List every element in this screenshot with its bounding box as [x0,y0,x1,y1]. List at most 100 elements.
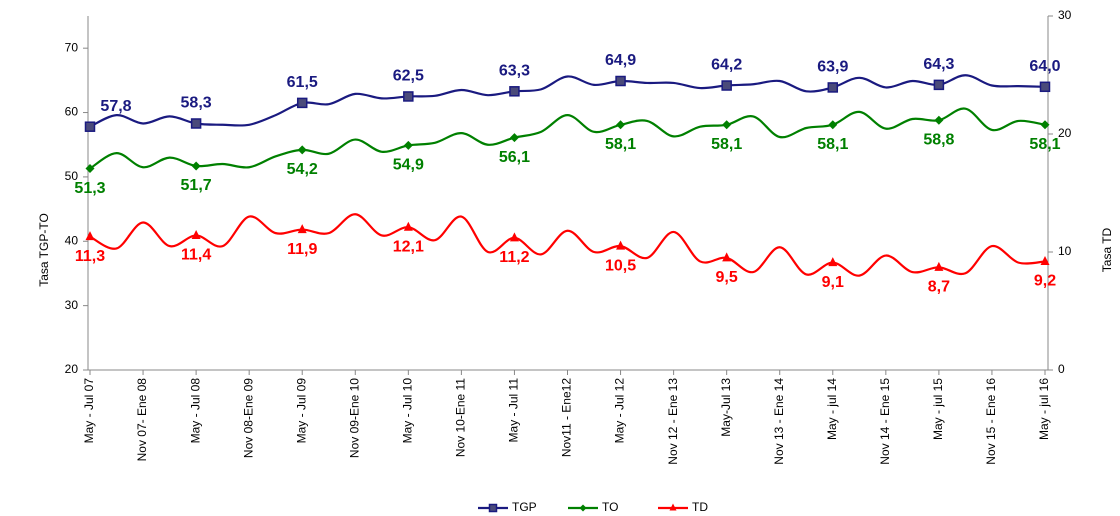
value-label: 54,9 [393,157,424,174]
value-label: 64,9 [605,52,636,69]
data-point [85,164,95,174]
legend-label: TGP [512,500,537,514]
value-label: 11,3 [75,248,105,265]
x-tick-label: Nov 15 - Ene 16 [984,378,998,465]
data-point [828,257,838,267]
y2-axis-title: Tasa TD [1100,227,1114,272]
data-point [722,120,732,130]
y-tick-label: 20 [65,362,79,376]
y-tick-label: 50 [65,169,79,183]
data-point [403,91,414,102]
data-point [721,80,732,91]
x-tick-label: May - Jul 11 [507,378,521,443]
value-label: 9,5 [716,269,738,286]
value-label: 58,8 [923,131,954,148]
data-point [616,120,626,130]
value-label: 62,5 [393,68,424,85]
value-label: 10,5 [605,257,636,274]
data-point [509,232,519,242]
data-point [616,240,626,250]
legend-label: TD [692,500,708,514]
x-tick-label: May - Jul 10 [401,378,415,444]
x-tick-label: May-Jul 13 [719,378,733,437]
data-point [934,261,944,271]
value-label: 64,0 [1029,58,1060,75]
data-point [509,133,519,143]
x-tick-label: Nov 13 - Ene 14 [772,378,786,465]
value-label: 58,1 [817,136,848,153]
value-label: 11,9 [287,241,317,258]
y-tick-label: 60 [65,105,79,119]
value-label: 9,2 [1034,273,1056,290]
data-point [84,121,96,132]
x-tick-label: May - jul 14 [825,378,839,440]
value-label: 51,3 [74,180,105,197]
data-point [1040,255,1050,265]
value-label: 58,3 [181,95,212,112]
data-point [190,118,202,129]
legend-label: TO [602,500,618,514]
data-point [1039,81,1051,93]
value-label: 11,2 [499,249,529,266]
x-tick-label: May - Jul 08 [188,378,202,444]
y-tick-label: 30 [65,298,79,312]
y2-tick-label: 10 [1058,244,1072,258]
x-tick-label: May - jul 16 [1037,378,1051,440]
series-line [89,213,1046,277]
y-tick-label: 40 [65,233,79,247]
value-label: 54,2 [287,161,318,178]
y2-tick-label: 30 [1058,8,1072,22]
legend-marker [488,503,498,513]
data-point [827,82,839,93]
data-point [934,115,944,125]
data-point [296,97,308,109]
data-point [191,161,201,171]
data-point [297,224,307,234]
y2-tick-label: 20 [1058,126,1072,140]
x-tick-label: Nov 10-Ene 11 [454,378,468,457]
data-point [933,79,945,91]
value-label: 58,1 [1029,136,1060,153]
value-label: 64,2 [711,57,742,74]
x-tick-label: Nov 12 - Ene 13 [666,378,680,465]
value-label: 61,5 [287,74,318,91]
x-tick-label: Nov11 - Ene12 [560,378,574,457]
x-tick-label: Nov 07- Ene 08 [135,378,149,462]
value-label: 51,7 [181,177,212,194]
value-label: 63,3 [499,63,530,80]
data-point [403,140,413,150]
value-label: 8,7 [928,279,950,296]
series-line [89,74,1046,128]
legend-marker [669,503,677,511]
legend-marker [579,504,587,512]
value-label: 11,4 [181,247,211,264]
value-label: 58,1 [605,136,636,153]
value-label: 63,9 [817,59,848,76]
data-point [85,231,95,241]
data-point [509,86,520,97]
x-tick-label: May - Jul 07 [82,378,96,444]
x-tick-label: Nov 09-Ene 10 [347,378,361,458]
x-tick-label: May - Jul 12 [613,378,627,444]
value-label: 9,1 [822,274,844,291]
value-label: 56,1 [499,149,530,166]
data-point [403,221,413,231]
value-label: 64,3 [923,56,954,73]
data-point [297,145,307,155]
y-tick-label: 70 [65,40,79,54]
value-label: 57,8 [100,98,131,115]
x-tick-label: Nov 08-Ene 09 [241,378,255,458]
y-axis-title: Tasa TGP-TO [37,213,51,287]
x-tick-label: Nov 14 - Ene 15 [878,378,892,465]
data-point [615,75,626,87]
x-tick-label: May - jul 15 [931,378,945,440]
value-label: 12,1 [393,238,424,255]
data-point [191,229,201,239]
series-line [89,107,1046,170]
data-point [722,252,732,262]
data-point [828,120,838,130]
x-tick-label: May - Jul 09 [294,378,308,444]
value-label: 58,1 [711,136,742,153]
data-point [1040,120,1050,130]
